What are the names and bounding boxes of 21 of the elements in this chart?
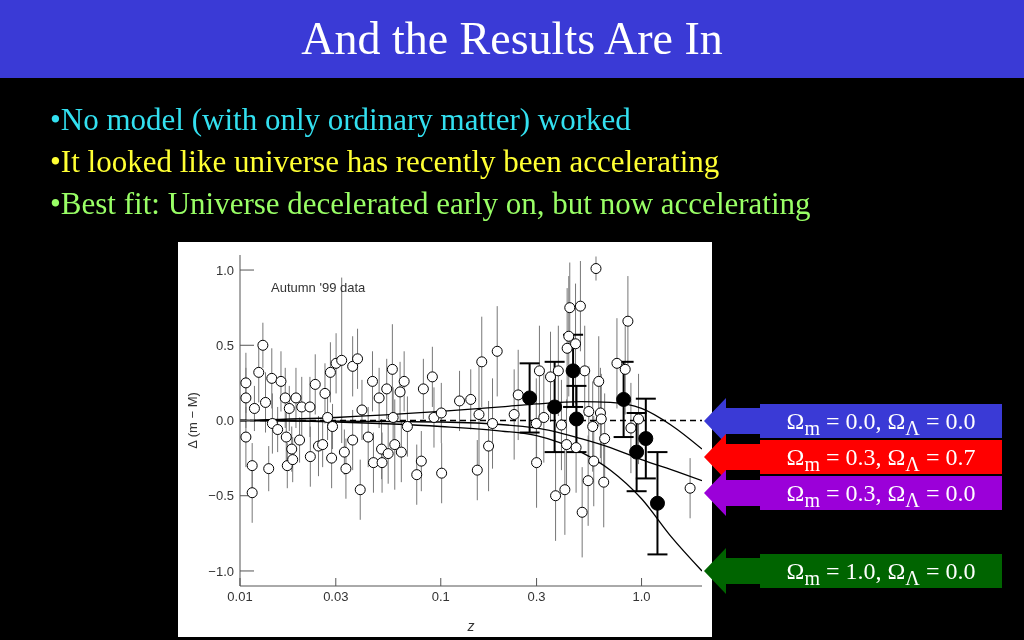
x-axis-title: z [466,618,475,634]
text: •No model (with only ordinary matter) worked [50,102,631,138]
y-tick-label: −0.5 [208,488,234,504]
y-tick-label: 1.0 [215,262,234,278]
x-tick-label: 0.01 [227,589,253,605]
chart-title: And the Results Are In [0,0,1024,78]
text: •Best fit: Universe decelerated early on, but now accelerating [50,186,811,222]
x-tick-label: 0.3 [527,589,546,605]
text: Ω$_{m}$ = 0.3, Ω$_{Λ}$ = 0.0 [760,475,1002,511]
y-tick-label: 0.0 [215,413,234,429]
x-tick-label: 0.03 [323,589,349,605]
y-tick-label: 0.5 [215,337,234,353]
y-tick-label: −1.0 [208,563,234,579]
text: Ω$_{m}$ = 0.3, Ω$_{Λ}$ = 0.7 [760,439,1002,475]
x-tick-label: 0.1 [431,589,450,605]
x-tick-label: 1.0 [632,589,651,605]
text: Ω$_{m}$ = 1.0, Ω$_{Λ}$ = 0.0 [760,553,1002,589]
y-axis-title: Δ (m − M) [184,392,200,449]
text: •It looked like universe has recently been accelerating [50,144,720,180]
annotation: Autumn '99 data [271,280,366,295]
text: Ω$_{m}$ = 0.0, Ω$_{Λ}$ = 0.0 [760,403,1002,439]
